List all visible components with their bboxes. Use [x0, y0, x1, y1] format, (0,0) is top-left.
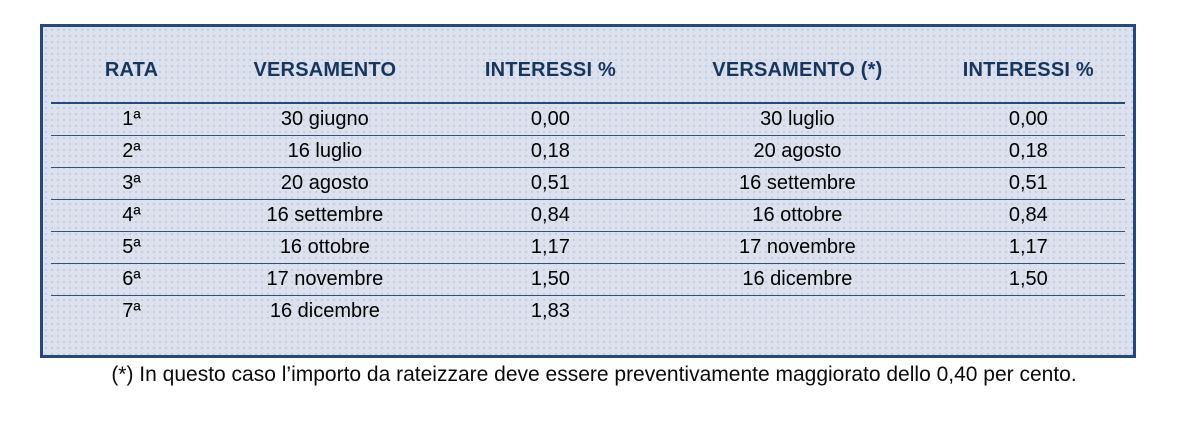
cell-versamento-star: 17 novembre [663, 231, 932, 264]
col-header-versamento-star: VERSAMENTO (*) [663, 27, 932, 104]
installments-table-box: RATA VERSAMENTO INTERESSI % VERSAMENTO (… [40, 24, 1136, 358]
cell-interessi-star: 0,18 [931, 135, 1125, 168]
table-row: 6ª 17 novembre 1,50 16 dicembre 1,50 [51, 263, 1125, 296]
cell-rata: 7ª [122, 300, 141, 322]
table-row: 4ª 16 settembre 0,84 16 ottobre 0,84 [51, 199, 1125, 232]
cell-versamento: 16 luglio [212, 135, 438, 168]
table-row: 1ª 30 giugno 0,00 30 luglio 0,00 [51, 103, 1125, 136]
cell-versamento-star: 16 ottobre [663, 199, 932, 232]
cell-versamento: 20 agosto [212, 167, 438, 200]
cell-interessi: 0,84 [437, 199, 664, 232]
table-header-row: RATA VERSAMENTO INTERESSI % VERSAMENTO (… [51, 27, 1125, 104]
cell-versamento: 16 settembre [212, 199, 438, 232]
cell-versamento-star [663, 296, 932, 328]
cell-interessi: 1,50 [437, 263, 664, 296]
cell-rata: 6ª [51, 263, 213, 296]
cell-rata: 5ª [51, 231, 213, 264]
cell-rata: 3ª [51, 167, 213, 200]
cell-versamento: 16 dicembre [269, 300, 380, 322]
cell-rata: 2ª [51, 135, 213, 168]
cell-versamento: 17 novembre [212, 263, 438, 296]
cell-versamento-star: 16 dicembre [663, 263, 932, 296]
table-row: 3ª 20 agosto 0,51 16 settembre 0,51 [51, 167, 1125, 200]
cell-versamento: 30 giugno [212, 103, 438, 136]
footnote: (*) In questo caso l’importo da rateizza… [111, 363, 1077, 386]
cell-interessi-star: 0,51 [931, 167, 1125, 200]
cell-rata: 1ª [51, 103, 213, 136]
cell-interessi-star [932, 296, 1125, 328]
cell-interessi: 0,00 [437, 103, 664, 136]
col-header-interessi: INTERESSI % [437, 27, 664, 104]
cell-interessi-star: 1,50 [931, 263, 1125, 296]
table-row: 2ª 16 luglio 0,18 20 agosto 0,18 [51, 135, 1125, 168]
cell-interessi-star: 0,00 [931, 103, 1125, 136]
cell-interessi: 0,18 [437, 135, 664, 168]
table-row: 5ª 16 ottobre 1,17 17 novembre 1,17 [51, 231, 1125, 264]
cell-rata: 4ª [51, 199, 213, 232]
cell-interessi: 0,51 [437, 167, 664, 200]
table-row: 7ª 16 dicembre 1,83 [51, 296, 1125, 328]
cell-interessi-star: 0,84 [931, 199, 1125, 232]
installments-table: RATA VERSAMENTO INTERESSI % VERSAMENTO (… [51, 27, 1125, 327]
cell-versamento-star: 20 agosto [663, 135, 932, 168]
cell-versamento: 16 ottobre [212, 231, 438, 264]
col-header-rata: RATA [51, 27, 213, 104]
col-header-versamento: VERSAMENTO [212, 27, 438, 104]
cell-interessi: 1,83 [530, 300, 570, 322]
cell-interessi: 1,17 [437, 231, 664, 264]
cell-versamento-star: 30 luglio [663, 103, 932, 136]
col-header-interessi-star: INTERESSI % [931, 27, 1125, 104]
cell-interessi-star: 1,17 [931, 231, 1125, 264]
cell-versamento-star: 16 settembre [663, 167, 932, 200]
